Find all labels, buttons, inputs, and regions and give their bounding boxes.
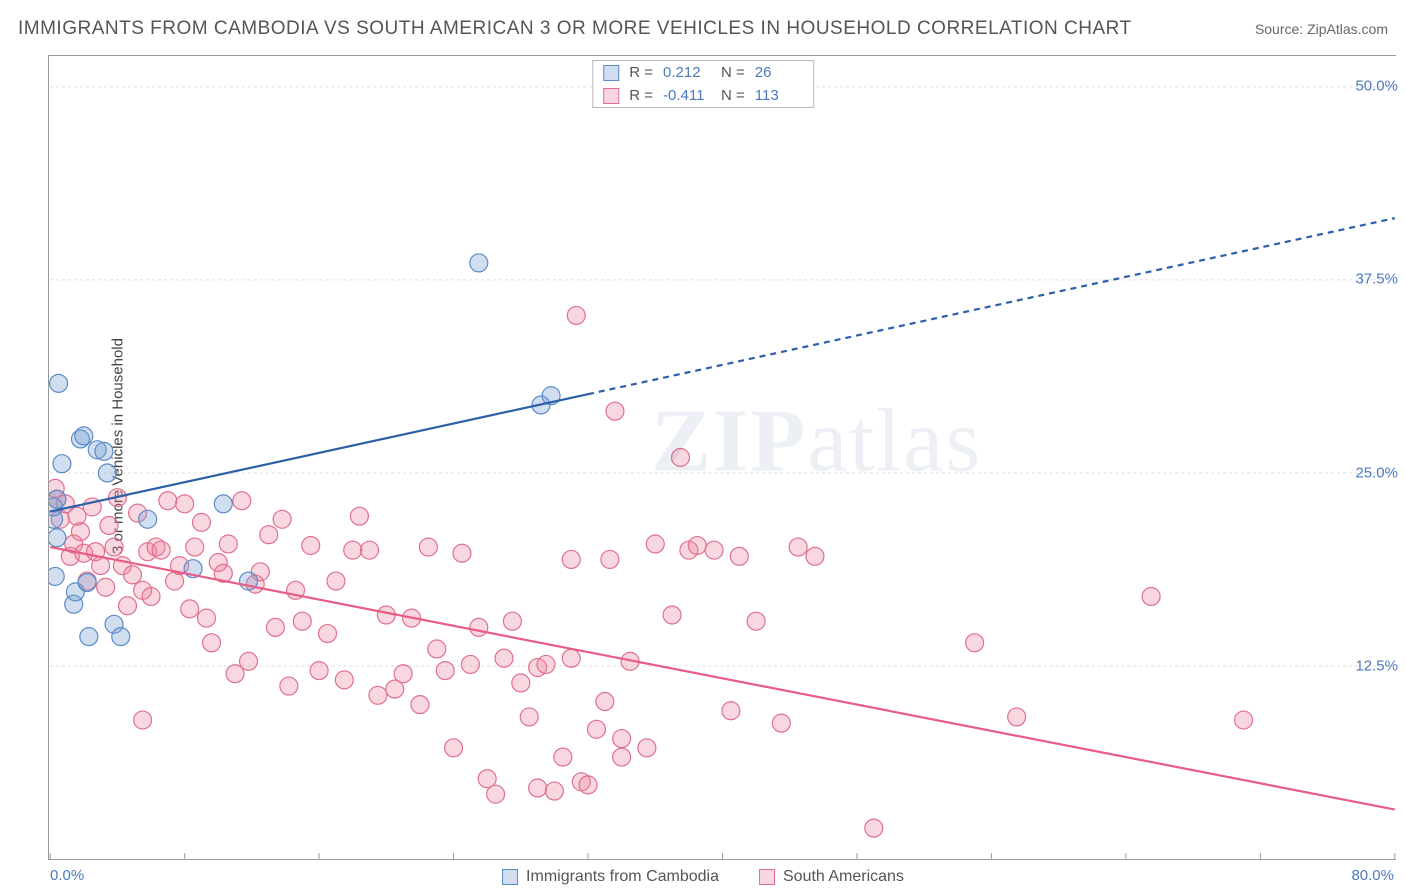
legend-swatch-2: [759, 869, 775, 885]
stat-row-series-2: R = -0.411 N = 113: [593, 84, 813, 107]
legend-label-1: Immigrants from Cambodia: [526, 868, 719, 886]
scatter-plot-svg: [49, 56, 1396, 859]
stat-n-value-2: 113: [755, 87, 803, 104]
legend-label-2: South Americans: [783, 868, 904, 886]
y-tick-label: 12.5%: [1355, 658, 1398, 675]
correlation-stats-box: R = 0.212 N = 26 R = -0.411 N = 113: [592, 60, 814, 108]
x-axis-min-label: 0.0%: [50, 867, 84, 884]
stat-r-value-2: -0.411: [663, 87, 711, 104]
bottom-legend: Immigrants from Cambodia South Americans: [502, 868, 904, 886]
stat-r-value-1: 0.212: [663, 64, 711, 81]
stat-row-series-1: R = 0.212 N = 26: [593, 61, 813, 84]
legend-swatch-1: [502, 869, 518, 885]
source-attribution: Source: ZipAtlas.com: [1255, 21, 1388, 37]
source-link[interactable]: ZipAtlas.com: [1307, 21, 1388, 37]
legend-item-2: South Americans: [759, 868, 904, 886]
chart-title: IMMIGRANTS FROM CAMBODIA VS SOUTH AMERIC…: [18, 18, 1132, 40]
source-label: Source:: [1255, 21, 1303, 37]
stat-r-label: R =: [629, 87, 653, 104]
stat-r-label: R =: [629, 64, 653, 81]
y-tick-label: 25.0%: [1355, 464, 1398, 481]
swatch-series-2: [603, 88, 619, 104]
stat-n-label: N =: [721, 87, 745, 104]
legend-item-1: Immigrants from Cambodia: [502, 868, 719, 886]
stat-n-value-1: 26: [755, 64, 803, 81]
y-tick-label: 50.0%: [1355, 77, 1398, 94]
swatch-series-1: [603, 65, 619, 81]
stat-n-label: N =: [721, 64, 745, 81]
chart-area: ZIPatlas: [48, 55, 1396, 860]
y-tick-label: 37.5%: [1355, 271, 1398, 288]
x-axis-max-label: 80.0%: [1351, 867, 1394, 884]
